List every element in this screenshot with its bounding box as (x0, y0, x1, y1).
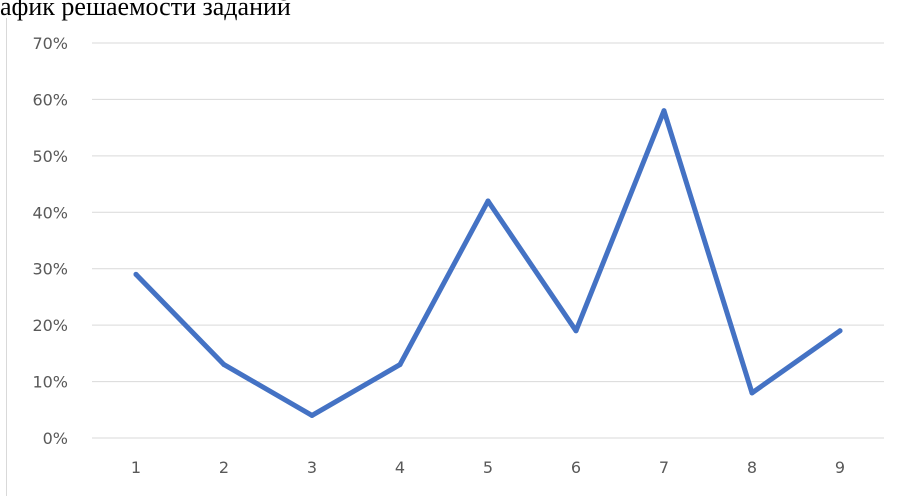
x-tick-label: 7 (659, 458, 669, 477)
y-tick-label: 40% (32, 203, 68, 222)
x-tick-label: 2 (219, 458, 229, 477)
x-axis-ticks: 1 2 3 4 5 6 7 8 9 (131, 458, 845, 477)
x-tick-label: 3 (307, 458, 317, 477)
x-tick-label: 6 (571, 458, 581, 477)
y-tick-label: 30% (32, 260, 68, 279)
data-point (485, 198, 491, 204)
data-point (221, 362, 227, 368)
data-point (661, 108, 667, 114)
data-point (309, 412, 315, 418)
x-tick-label: 1 (131, 458, 141, 477)
series-line (133, 108, 843, 418)
y-axis-ticks: 0% 10% 20% 30% 40% 50% 60% 70% (32, 34, 68, 448)
y-tick-label: 70% (32, 34, 68, 53)
y-tick-label: 60% (32, 90, 68, 109)
data-point (573, 328, 579, 334)
series-layer (133, 108, 843, 418)
chart-frame (6, 18, 898, 496)
data-point (837, 328, 843, 334)
chart-heading: афик решаемости заданий (0, 0, 291, 21)
data-point (749, 390, 755, 396)
x-tick-label: 4 (395, 458, 405, 477)
grid-layer (92, 42, 884, 439)
x-tick-label: 8 (747, 458, 757, 477)
y-tick-label: 50% (32, 147, 68, 166)
data-point (397, 362, 403, 368)
y-tick-label: 20% (32, 316, 68, 335)
y-tick-label: 0% (43, 429, 68, 448)
y-tick-label: 10% (32, 373, 68, 392)
x-tick-label: 5 (483, 458, 493, 477)
data-point (133, 271, 139, 277)
x-tick-label: 9 (835, 458, 845, 477)
